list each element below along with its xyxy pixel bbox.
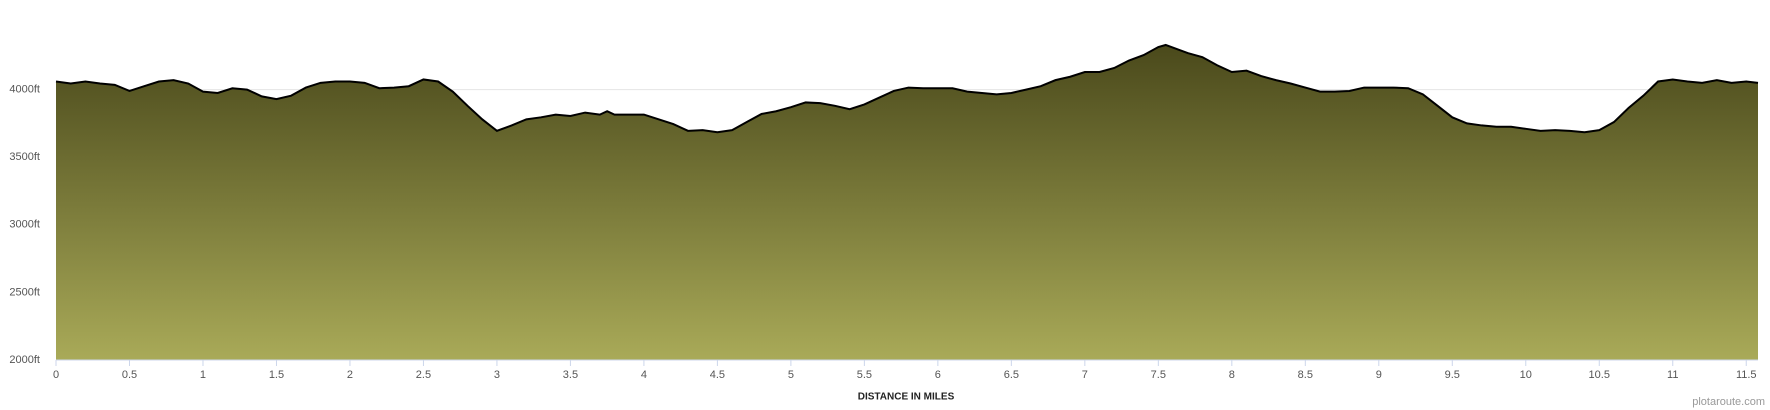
x-tick-label: 7.5	[1151, 369, 1166, 381]
x-tick-label: 4.5	[710, 369, 725, 381]
x-tick-label: 2	[347, 369, 353, 381]
y-tick-label: 2500ft	[9, 286, 40, 298]
credit: plotaroute.com	[1692, 396, 1765, 408]
x-tick-label: 8	[1229, 369, 1235, 381]
x-tick-label: 8.5	[1298, 369, 1313, 381]
x-tick-label: 1	[200, 369, 206, 381]
y-tick-label: 4000ft	[9, 84, 40, 96]
x-axis-title: DISTANCE IN MILES	[858, 392, 955, 403]
x-tick-label: 4	[641, 369, 647, 381]
x-tick-label: 7	[1082, 369, 1088, 381]
y-tick-label: 3500ft	[9, 151, 40, 163]
elevation-line	[55, 43, 1759, 134]
x-tick-label: 1.5	[269, 369, 284, 381]
x-tick-label: 3	[494, 369, 500, 381]
x-tick-label: 10	[1520, 369, 1532, 381]
x-tick-label: 6.5	[1004, 369, 1019, 381]
x-tick-label: 9	[1376, 369, 1382, 381]
x-tick-label: 5.5	[857, 369, 872, 381]
y-tick-label: 3000ft	[9, 219, 40, 231]
x-tick-label: 2.5	[416, 369, 431, 381]
x-tick-label: 0	[53, 369, 59, 381]
x-tick-label: 11.5	[1736, 369, 1757, 381]
area-fill	[56, 44, 1758, 360]
x-tick-label: 11	[1667, 369, 1678, 381]
x-tick-label: 3.5	[563, 369, 578, 381]
x-tick-label: 6	[935, 369, 941, 381]
x-tick-label: 0.5	[122, 369, 137, 381]
x-tick-label: 10.5	[1589, 369, 1610, 381]
y-tick-label: 2000ft	[9, 354, 40, 366]
x-tick-label: 9.5	[1445, 369, 1460, 381]
x-tick-label: 5	[788, 369, 794, 381]
